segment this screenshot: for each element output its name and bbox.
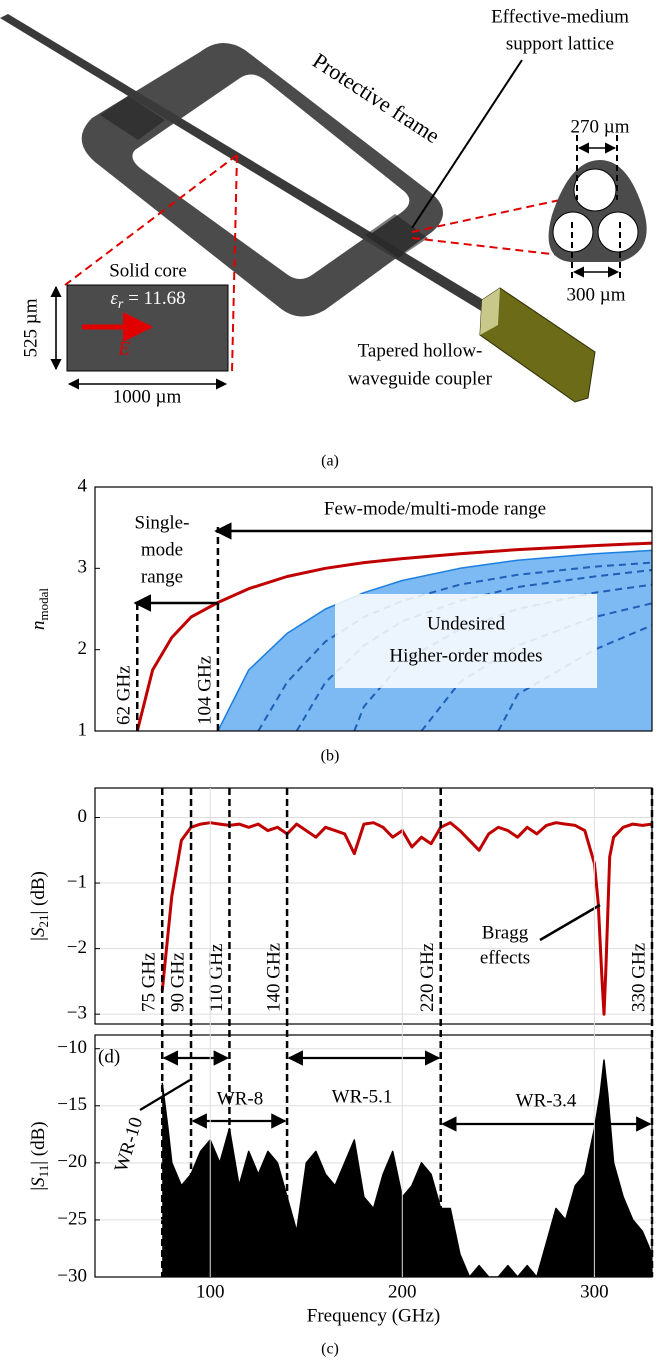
plot-frame (94, 1034, 653, 1278)
y-label-part: | (28, 1187, 49, 1191)
area (162, 1060, 652, 1277)
frame-label: Protective frame (308, 48, 444, 148)
eps-value: = 11.68 (123, 288, 185, 309)
line (135, 541, 652, 731)
band-label: WR-8 (217, 1088, 263, 1109)
line (161, 1059, 652, 1277)
device-rendering (0, 14, 647, 403)
panel-label: (d) (98, 1046, 120, 1067)
y-tick-label: −20 (57, 1151, 87, 1172)
caption: (c) (321, 1341, 339, 1358)
caption: (a) (321, 453, 339, 470)
lattice-section (100, 96, 428, 258)
chart-panel: −30 −25 −20 −15 −10 100 200 300 |S11| (dB) (c) Fre… (28, 1034, 653, 1358)
lattice-hole (573, 168, 617, 212)
marker-label: 104 GHz (194, 656, 215, 725)
y-tick-label: −30 (57, 1265, 87, 1286)
y-tick-label: −10 (57, 1037, 87, 1058)
plot-frame (94, 787, 653, 1025)
chart-panel: 1 2 3 4 nmodal (b) 62 GHz 104 GHz Single-mode ran… (28, 475, 653, 765)
annotation: Bragg (482, 922, 529, 943)
range-label: range (141, 566, 183, 587)
x-tick-label: 200 (388, 1281, 417, 1302)
annotation: effects (480, 947, 530, 968)
eps-sub: r (118, 297, 124, 312)
y-tick-label: −25 (57, 1208, 87, 1229)
line (160, 821, 652, 1016)
y-label-part: | (28, 937, 49, 941)
y-tick-label: −1 (67, 871, 87, 892)
eps-symbol: ε (110, 288, 118, 309)
y-axis-label: |S21| (dB) (28, 871, 51, 941)
y-label-part: | (dB) (28, 1121, 49, 1164)
lattice-label: support lattice (506, 33, 614, 54)
dimension-label: 525 µm (20, 298, 41, 357)
band-leader (139, 1079, 191, 1111)
marker-label: 110 GHz (206, 944, 227, 1012)
marker-label: 62 GHz (114, 665, 135, 725)
range-label: mode (141, 539, 183, 560)
y-tick-label: 2 (78, 638, 88, 659)
y-label-sub: 21 (36, 915, 51, 928)
line (217, 549, 652, 731)
dimension-label: 270 µm (571, 116, 630, 137)
y-axis-label: |S11| (dB) (28, 1121, 51, 1190)
y-label-sub: 11 (36, 1165, 51, 1178)
y-tick-label: 0 (78, 806, 88, 827)
dimension-lines (571, 135, 621, 282)
y-axis-label: nmodal (28, 588, 51, 630)
coupler-face (480, 288, 500, 335)
range-label: Few-mode/multi-mode range (324, 498, 546, 519)
x-tick-label: 300 (580, 1281, 609, 1302)
line (257, 561, 652, 731)
permittivity-label: εr = 11.68 (110, 288, 185, 312)
band-label: WR-10 (111, 1115, 147, 1175)
y-label-part: | (dB) (28, 871, 49, 914)
y-tick-label: 4 (78, 475, 88, 496)
y-tick-label: −2 (67, 937, 87, 958)
plot-frame (94, 486, 653, 732)
x-axis-label: Frequency (GHz) (307, 1305, 440, 1326)
plot-area (95, 817, 652, 1016)
lattice-hole (597, 211, 639, 253)
annotation-line (539, 903, 601, 942)
coupler-label: waveguide coupler (348, 368, 493, 389)
y-tick-label: −15 (57, 1094, 87, 1115)
caption: (b) (321, 748, 340, 765)
marker-label: 220 GHz (417, 943, 438, 1012)
core-label: Solid core (109, 260, 187, 281)
region-label: Undesired (427, 613, 506, 634)
projection-lines (64, 154, 561, 373)
chart-panel: −3 −2 −1 0 |S21| (dB) 75 GHz 90 GHz 110 GHz 140 … (28, 787, 653, 1025)
marker-label: 75 GHz (139, 952, 160, 1012)
waveguide (0, 14, 575, 362)
region-label: Higher-order modes (389, 645, 542, 666)
field-label: E (117, 338, 130, 359)
protective-frame (81, 42, 444, 317)
dimension-label: 300 µm (567, 284, 626, 305)
marker-label: 140 GHz (263, 943, 284, 1012)
y-label-sub: modal (36, 588, 51, 621)
band-label: WR-3.4 (516, 1090, 577, 1111)
line (353, 583, 652, 731)
lattice-label: Effective-medium (491, 6, 629, 27)
y-label-symbol: n (28, 621, 49, 631)
label-box (335, 594, 597, 688)
range-label: Single- (135, 512, 190, 533)
coupler-label: Tapered hollow- (358, 340, 483, 361)
y-label-symbol: S (28, 927, 49, 937)
band-label: WR-5.1 (332, 1086, 393, 1107)
marker-label: 90 GHz (167, 952, 188, 1012)
marker-label: 330 GHz (628, 943, 649, 1012)
line (420, 602, 652, 731)
y-tick-label: 3 (78, 557, 88, 578)
y-label-symbol: S (28, 1177, 49, 1187)
dimension-label: 1000 µm (113, 386, 182, 407)
leader-line (411, 59, 523, 229)
y-tick-label: 1 (78, 719, 88, 740)
plot-area (95, 1048, 652, 1277)
y-tick-label: −3 (67, 1003, 87, 1024)
x-tick-label: 100 (196, 1281, 225, 1302)
